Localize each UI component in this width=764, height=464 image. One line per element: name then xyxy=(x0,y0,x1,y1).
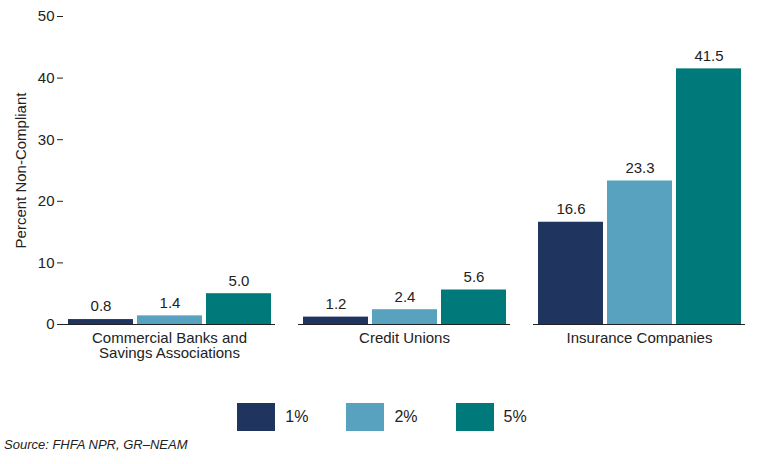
svg-text:Percent Non-Compliant: Percent Non-Compliant xyxy=(12,92,29,249)
svg-text:1.4: 1.4 xyxy=(160,294,181,311)
svg-text:Insurance Companies: Insurance Companies xyxy=(567,329,713,346)
svg-text:23.3: 23.3 xyxy=(625,159,654,176)
html-text:2%: 2% xyxy=(394,408,418,425)
html-text:1%: 1% xyxy=(285,408,309,425)
svg-text:50: 50 xyxy=(38,7,55,24)
svg-text:Credit Unions: Credit Unions xyxy=(359,329,450,346)
svg-text:5.6: 5.6 xyxy=(464,268,485,285)
svg-text:40: 40 xyxy=(38,69,55,86)
svg-text:41.5: 41.5 xyxy=(694,47,723,64)
svg-text:10: 10 xyxy=(38,254,55,271)
svg-text:2.4: 2.4 xyxy=(395,288,416,305)
svg-text:0: 0 xyxy=(46,315,54,332)
svg-text:5.0: 5.0 xyxy=(229,272,250,289)
svg-text:20: 20 xyxy=(38,192,55,209)
svg-text:Commercial Banks andSavings As: Commercial Banks andSavings Associations xyxy=(92,329,247,361)
html-text:Source: FHFA NPR, GR–NEAM: Source: FHFA NPR, GR–NEAM xyxy=(4,437,188,452)
svg-text:0.8: 0.8 xyxy=(91,297,112,314)
svg-text:30: 30 xyxy=(38,131,55,148)
html-text:5%: 5% xyxy=(503,408,527,425)
svg-text:1.2: 1.2 xyxy=(326,295,347,312)
svg-text:16.6: 16.6 xyxy=(556,200,585,217)
